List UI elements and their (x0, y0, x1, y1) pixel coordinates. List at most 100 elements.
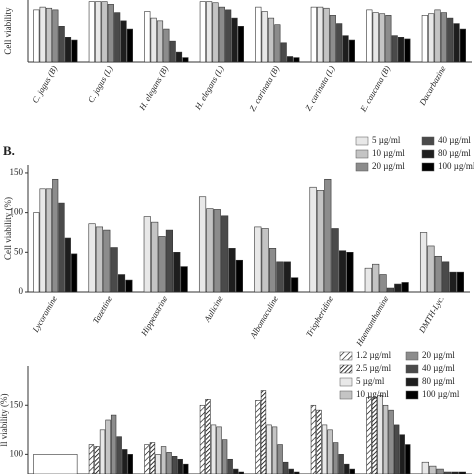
bar (397, 37, 405, 63)
bar (371, 397, 378, 474)
bar (366, 397, 372, 474)
y-tick-label: 0 (19, 286, 24, 296)
bar (88, 1, 95, 63)
bar (101, 1, 108, 63)
legend-swatch (405, 351, 419, 361)
bar (442, 261, 450, 293)
x-tick-label: Z. carinata (L) (303, 64, 337, 113)
legend-label: 10 µg/ml (356, 389, 389, 399)
bar (221, 215, 229, 293)
bar (327, 429, 333, 474)
bar (228, 248, 236, 293)
bar (183, 463, 189, 474)
bar (338, 454, 344, 474)
bar (399, 434, 405, 474)
bar (235, 259, 243, 293)
legend-swatch (339, 377, 353, 387)
bar (88, 444, 95, 474)
bar (316, 190, 325, 293)
bar (276, 261, 284, 293)
bar (401, 282, 409, 293)
legend-swatch (405, 377, 419, 387)
x-tick-label: H. elegans (B) (136, 64, 170, 113)
bar (180, 266, 188, 293)
bar (391, 35, 398, 63)
bar (310, 404, 317, 474)
legend-label: 40 µg/ml (422, 363, 455, 373)
bar (372, 263, 380, 293)
bar (267, 17, 275, 63)
bar (205, 399, 211, 474)
bar (120, 20, 127, 63)
bar (378, 13, 386, 63)
bar (213, 209, 221, 293)
bar (116, 436, 122, 474)
bar (125, 279, 133, 293)
bar (421, 15, 428, 63)
legend-swatch (405, 390, 419, 400)
y-axis-label: Cell viability (3, 7, 13, 55)
bar (127, 454, 133, 474)
bar (231, 17, 238, 63)
bar (283, 261, 291, 293)
bar (293, 57, 300, 63)
bar (210, 424, 217, 474)
bar (149, 442, 156, 474)
bar (288, 468, 294, 474)
bar (404, 38, 411, 63)
x-tick-label: Albomaculine (247, 294, 280, 341)
legend-swatch (339, 390, 353, 400)
bar (440, 12, 447, 63)
bar (158, 236, 166, 293)
bar (45, 7, 53, 63)
bar (458, 471, 466, 474)
bar (385, 15, 392, 63)
bar (103, 229, 111, 293)
bar (33, 212, 40, 293)
bar (52, 9, 59, 63)
x-tick-label: H. elegans (L) (192, 64, 226, 112)
bar (71, 253, 78, 293)
bar (277, 444, 283, 474)
bar (456, 271, 464, 293)
bar (436, 468, 444, 474)
bar (199, 404, 206, 474)
bar (225, 9, 232, 63)
bar (261, 228, 269, 293)
bar (88, 223, 96, 293)
x-tick-label: Tazettine (90, 294, 114, 326)
bar (218, 6, 225, 63)
legend-label: 5 µg/ml (356, 376, 385, 386)
bar (255, 6, 262, 63)
bar (126, 28, 133, 63)
bar (427, 245, 435, 293)
bar (233, 468, 239, 474)
bar (155, 454, 161, 474)
bar (377, 395, 383, 474)
legend-swatch (355, 136, 369, 146)
bar (346, 252, 354, 293)
x-tick-label: C. jagus (L) (86, 64, 115, 105)
bar (173, 252, 181, 293)
bar (429, 465, 437, 474)
bar (332, 442, 339, 474)
bar (33, 9, 40, 63)
legend-swatch (355, 162, 369, 172)
bar (338, 250, 347, 293)
legend-swatch (355, 149, 369, 159)
bar (64, 237, 71, 293)
bar (348, 39, 355, 63)
bar (268, 248, 277, 293)
bar (451, 471, 459, 474)
legend-swatch (421, 162, 435, 172)
bar (443, 471, 452, 474)
bar (274, 24, 281, 63)
legend-label: 100 µg/ml (438, 161, 474, 171)
bar (107, 4, 114, 63)
bar (110, 247, 118, 293)
bar (421, 461, 429, 474)
x-tick-label: C. jagus (B) (30, 64, 59, 105)
bar (428, 13, 435, 63)
bar (199, 1, 206, 63)
legend-swatch (421, 136, 435, 146)
